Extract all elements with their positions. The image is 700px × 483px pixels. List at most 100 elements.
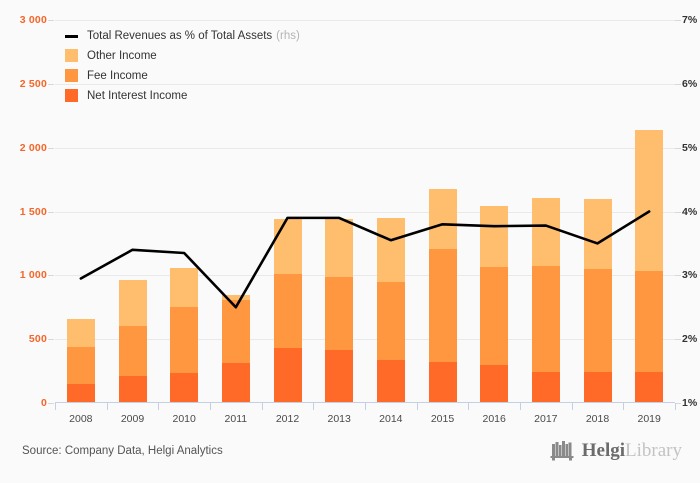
bar-segment[interactable] (325, 218, 354, 277)
bar-segment[interactable] (273, 274, 302, 349)
x-axis-tick (55, 403, 56, 410)
right-axis-tick (675, 20, 681, 21)
bar-segment[interactable] (325, 276, 354, 351)
bar-segment[interactable] (376, 217, 405, 282)
legend-item[interactable]: Net Interest Income (65, 86, 300, 105)
bar-segment[interactable] (428, 249, 457, 362)
left-axis-tick-label: 1 000 (19, 269, 47, 282)
bar-segment[interactable] (531, 266, 560, 372)
bar-group[interactable] (531, 198, 560, 403)
bar-group[interactable] (325, 218, 354, 403)
x-axis-tick (623, 403, 625, 410)
bar-segment[interactable] (583, 371, 612, 403)
x-axis-tick (210, 403, 211, 410)
bar-segment[interactable] (531, 371, 560, 403)
gridline (55, 147, 675, 149)
bar-group[interactable] (118, 280, 147, 403)
x-axis-tick-label: 2019 (637, 413, 661, 425)
bar-segment[interactable] (376, 360, 405, 403)
bar-segment[interactable] (583, 199, 612, 269)
bar-segment[interactable] (66, 383, 95, 403)
legend-swatch (65, 49, 78, 62)
bar-segment[interactable] (273, 348, 302, 403)
bar-segment[interactable] (118, 376, 147, 403)
bar-segment[interactable] (66, 319, 95, 348)
right-axis-tick-label: 1% (682, 397, 698, 409)
bar-group[interactable] (170, 268, 199, 403)
left-axis-tick (48, 403, 54, 404)
plot-area (55, 20, 675, 403)
gridline (55, 211, 675, 213)
bar-segment[interactable] (66, 347, 95, 384)
x-axis-labels: 2008 2009 2010 2011 2012 2013 2014 2015 2016 2017… (55, 403, 676, 433)
right-axis-tick (675, 147, 681, 149)
x-axis-tick-label: 2012 (275, 413, 300, 425)
right-axis-tick (675, 211, 681, 213)
left-axis-tick (48, 275, 54, 277)
right-axis-tick (675, 83, 681, 85)
bar-segment[interactable] (325, 350, 354, 403)
bar-segment[interactable] (170, 268, 199, 307)
bar-segment[interactable] (118, 326, 147, 377)
x-axis-tick-label: 2008 (69, 413, 93, 425)
bar-segment[interactable] (480, 365, 509, 403)
bar-segment[interactable] (583, 268, 612, 372)
x-axis-line (55, 402, 675, 403)
legend-axis-note: (rhs) (276, 29, 300, 42)
bar-segment[interactable] (480, 205, 509, 268)
left-axis-tick-label: 2 000 (19, 141, 47, 154)
bar-segment[interactable] (635, 270, 664, 373)
helgilibrary-logo[interactable]: HelgiLibrary (550, 437, 682, 465)
bar-group[interactable] (66, 319, 95, 403)
left-axis-tick-label: 2 500 (19, 77, 47, 90)
right-axis-tick-label: 5% (682, 141, 698, 154)
legend-item[interactable]: Other Income (65, 46, 300, 65)
x-axis-tick-label: 2013 (327, 413, 351, 425)
left-axis-tick (48, 147, 54, 149)
legend-item[interactable]: Total Revenues as % of Total Assets (rhs) (65, 26, 300, 45)
bar-group[interactable] (480, 205, 509, 403)
bar-segment[interactable] (531, 198, 560, 267)
left-axis-tick (48, 211, 54, 213)
x-axis-tick-label: 2010 (172, 413, 196, 425)
bar-segment[interactable] (635, 372, 664, 403)
bar-group[interactable] (583, 199, 612, 403)
x-axis-tick (675, 403, 676, 410)
x-axis-tick-label: 2009 (120, 413, 145, 425)
bar-group[interactable] (273, 219, 302, 403)
bar-segment[interactable] (376, 281, 405, 361)
legend-line-marker (65, 29, 78, 42)
left-axis-tick-label: 1 500 (19, 205, 47, 218)
bar-segment[interactable] (480, 267, 509, 366)
bar-segment[interactable] (221, 294, 250, 301)
right-axis-tick-label: 3% (682, 269, 698, 282)
x-axis-tick (261, 403, 263, 410)
gridline (55, 339, 675, 341)
left-axis-tick (48, 83, 54, 85)
right-axis-tick-label: 2% (682, 333, 698, 346)
logo-wordmark: HelgiLibrary (582, 440, 682, 462)
bar-segment[interactable] (428, 361, 457, 403)
x-axis-tick (106, 403, 108, 410)
bar-group[interactable] (221, 294, 250, 403)
bar-segment[interactable] (428, 189, 457, 250)
revenue-ratio-line (79, 210, 651, 309)
bar-segment[interactable] (221, 362, 250, 403)
bar-group[interactable] (635, 130, 664, 403)
chart-legend: Total Revenues as % of Total Assets (rhs)… (65, 26, 300, 106)
legend-label: Total Revenues as % of Total Assets (87, 29, 273, 42)
legend-item[interactable]: Fee Income (65, 66, 300, 85)
bar-segment[interactable] (221, 300, 250, 363)
bar-segment[interactable] (273, 219, 302, 275)
bar-group[interactable] (376, 217, 405, 403)
x-axis-tick (468, 403, 470, 410)
chart-footer: Source: Company Data, Helgi Analytics (0, 423, 700, 483)
bar-segment[interactable] (170, 306, 199, 373)
bar-group[interactable] (428, 189, 457, 403)
x-axis-tick-label: 2015 (430, 413, 455, 425)
x-axis-tick-label: 2017 (534, 413, 558, 425)
bar-segment[interactable] (635, 130, 664, 271)
bar-segment[interactable] (170, 373, 199, 403)
bar-segment[interactable] (118, 280, 147, 327)
